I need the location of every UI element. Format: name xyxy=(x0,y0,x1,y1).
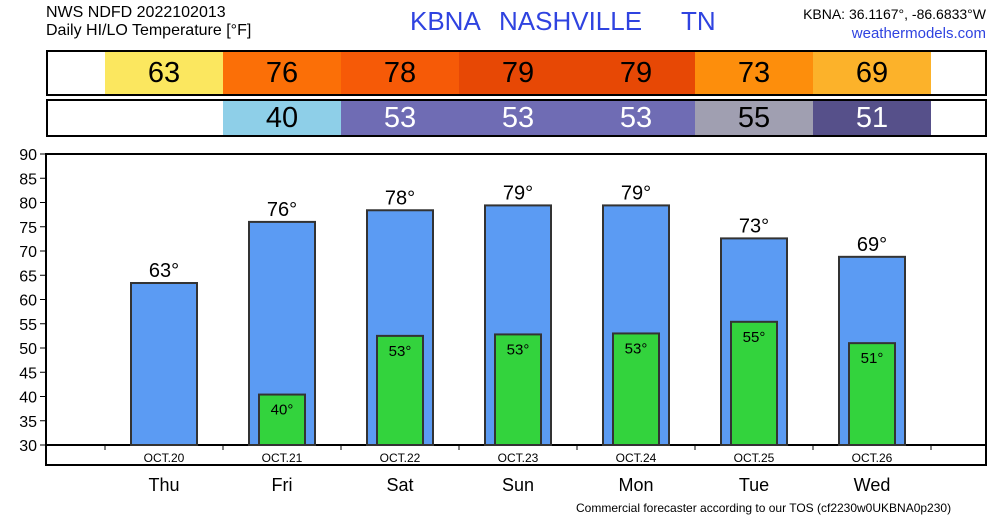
high-temp-strip: 63 76 78 79 79 73 69 xyxy=(46,50,987,96)
day-label: Fri xyxy=(272,475,293,495)
high-temp-cell: 79 xyxy=(459,52,577,94)
low-temp-cell: 53 xyxy=(459,101,577,135)
low-temp-cell: 51 xyxy=(813,101,931,135)
high-temp-cell: 73 xyxy=(695,52,813,94)
low-temp-bar xyxy=(258,393,306,446)
day-label: Sat xyxy=(386,475,413,495)
low-temp-bar xyxy=(494,333,542,447)
high-temp-label: 76° xyxy=(267,199,297,221)
station-title: KBNA NASHVILLE TN xyxy=(0,6,1000,36)
y-tick-label: 45 xyxy=(19,365,37,382)
high-temp-label: 69° xyxy=(857,234,887,256)
date-label: OCT.24 xyxy=(616,451,657,465)
low-temp-cell: 55 xyxy=(695,101,813,135)
site-link[interactable]: weathermodels.com xyxy=(851,25,986,42)
low-temp-label: 40° xyxy=(271,402,294,419)
y-tick-label: 90 xyxy=(19,147,37,164)
high-temp-label: 79° xyxy=(621,182,651,204)
low-temp-label: 53° xyxy=(389,343,412,360)
station-state: TN xyxy=(681,6,716,36)
y-tick-label: 80 xyxy=(19,196,37,213)
header-left: NWS NDFD 2022102013 Daily HI/LO Temperat… xyxy=(46,4,251,40)
date-label: OCT.25 xyxy=(734,451,775,465)
day-label: Wed xyxy=(854,475,891,495)
high-temp-cell: 63 xyxy=(105,52,223,94)
low-temp-cell xyxy=(105,101,223,135)
y-tick-label: 85 xyxy=(19,171,37,188)
header-right: KBNA: 36.1167°, -86.6833°W weathermodels… xyxy=(803,5,986,43)
station-id: KBNA xyxy=(410,6,481,36)
high-temp-label: 78° xyxy=(385,187,415,209)
low-temp-label: 53° xyxy=(507,341,530,358)
high-temp-bar xyxy=(130,282,198,447)
day-label: Mon xyxy=(618,475,653,495)
day-label: Sun xyxy=(502,475,534,495)
low-temp-bar xyxy=(612,332,660,447)
footer-note: Commercial forecaster according to our T… xyxy=(576,501,952,515)
y-tick-label: 60 xyxy=(19,293,37,310)
low-temp-cell: 40 xyxy=(223,101,341,135)
low-temp-bar xyxy=(376,334,424,446)
y-tick-label: 55 xyxy=(19,317,37,334)
y-tick-label: 75 xyxy=(19,220,37,237)
y-tick-label: 50 xyxy=(19,341,37,358)
high-temp-cell: 79 xyxy=(577,52,695,94)
high-temp-label: 63° xyxy=(149,260,179,282)
high-temp-cell: 76 xyxy=(223,52,341,94)
y-tick-label: 35 xyxy=(19,414,37,431)
low-temp-cell: 53 xyxy=(577,101,695,135)
low-temp-label: 55° xyxy=(743,329,766,346)
station-coords: KBNA: 36.1167°, -86.6833°W xyxy=(803,6,986,22)
low-temp-label: 51° xyxy=(861,350,884,367)
date-label: OCT.22 xyxy=(380,451,421,465)
low-temp-bar xyxy=(730,320,778,446)
y-tick-label: 70 xyxy=(19,244,37,261)
product-line: Daily HI/LO Temperature [°F] xyxy=(46,22,252,39)
y-tick-label: 65 xyxy=(19,268,37,285)
high-temp-label: 79° xyxy=(503,182,533,204)
date-label: OCT.20 xyxy=(144,451,185,465)
y-tick-label: 40 xyxy=(19,390,37,407)
source-line: NWS NDFD 2022102013 xyxy=(46,4,226,21)
y-tick-label: 30 xyxy=(19,438,37,455)
high-temp-cell: 78 xyxy=(341,52,459,94)
high-temp-cell: 69 xyxy=(813,52,931,94)
day-label: Tue xyxy=(739,475,769,495)
date-label: OCT.21 xyxy=(262,451,303,465)
date-label: OCT.26 xyxy=(852,451,893,465)
low-temp-label: 53° xyxy=(625,340,648,357)
date-label: OCT.23 xyxy=(498,451,539,465)
low-temp-bar xyxy=(848,342,896,446)
high-temp-label: 73° xyxy=(739,215,769,237)
low-temp-strip: 40 53 53 53 55 51 xyxy=(46,99,987,137)
low-temp-cell: 53 xyxy=(341,101,459,135)
day-label: Thu xyxy=(148,475,179,495)
station-city: NASHVILLE xyxy=(499,6,643,36)
